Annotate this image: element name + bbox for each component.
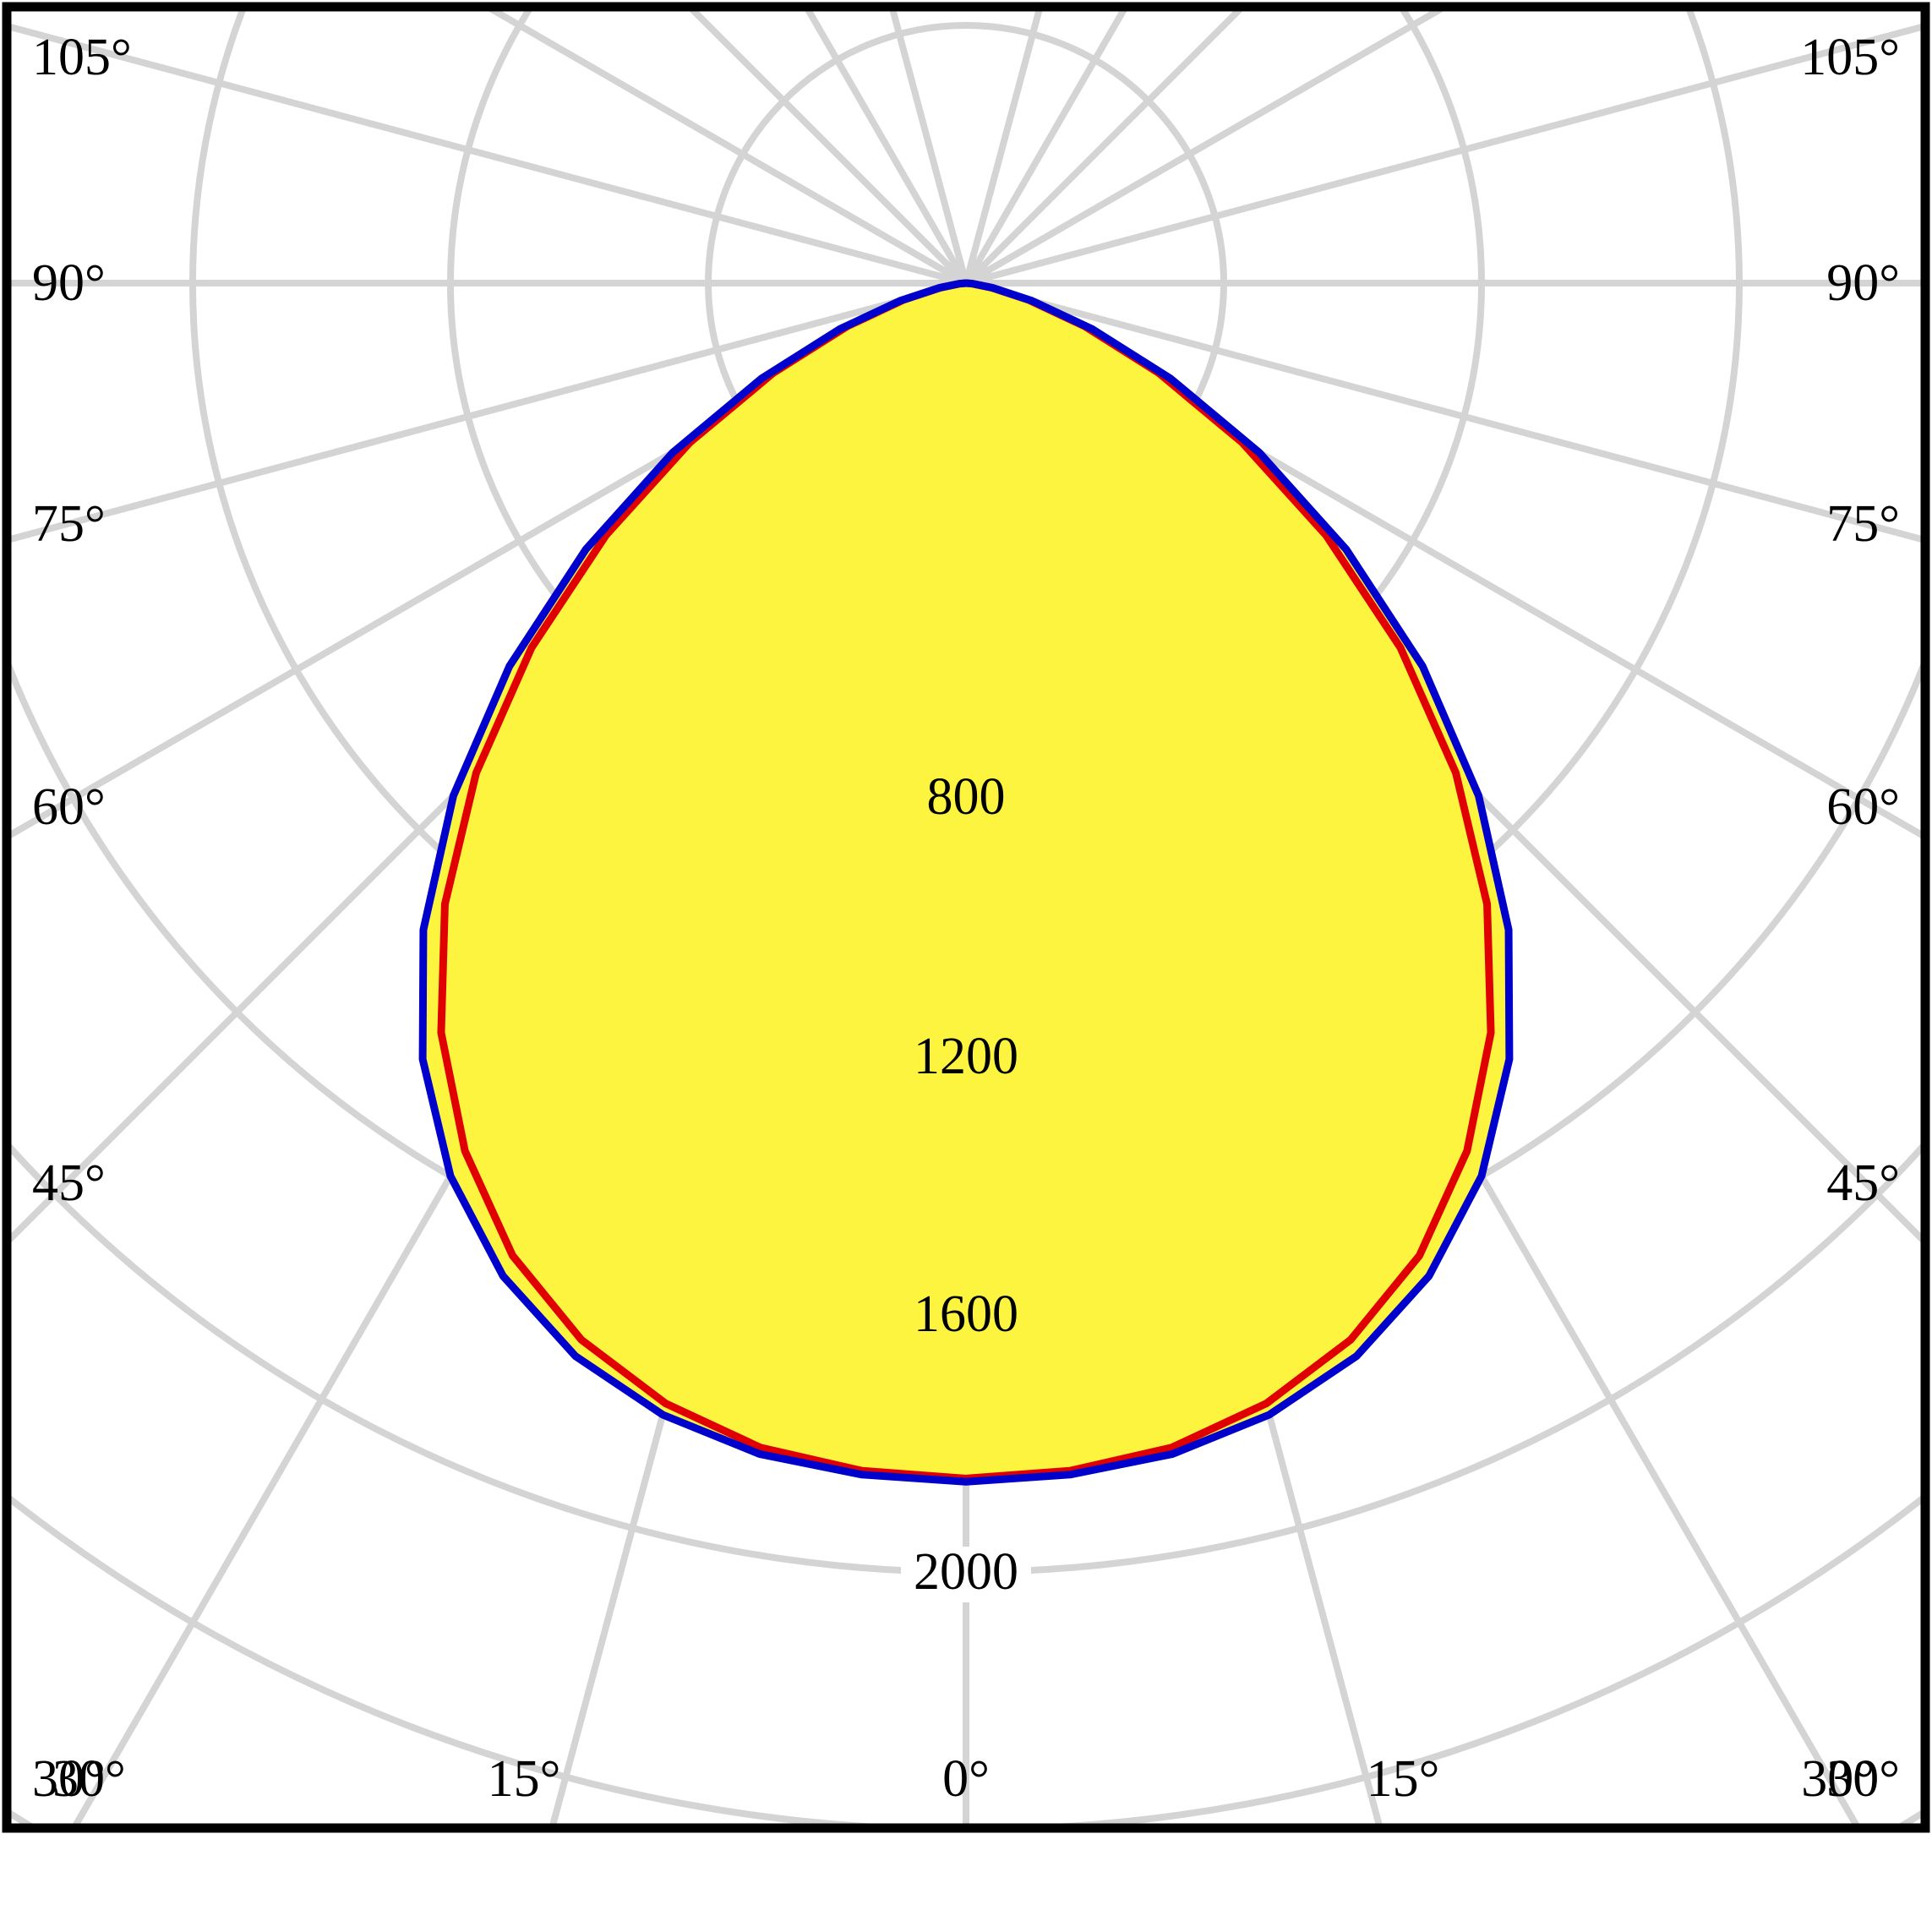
angle-label-bottom: 15°: [488, 1750, 561, 1808]
angle-label-left: 30°: [32, 1750, 106, 1808]
angle-label-left: 105°: [32, 29, 132, 86]
angle-label-left: 90°: [32, 254, 106, 312]
plot-frame-border: [2, 2, 1930, 1833]
angle-label-left: 45°: [32, 1154, 106, 1212]
angle-label-right: 45°: [1826, 1154, 1900, 1212]
radial-tick-label: 1600: [914, 1285, 1018, 1343]
radial-label-backdrop: [901, 1289, 1031, 1345]
angle-label-right: 30°: [1826, 1750, 1900, 1808]
angle-label-bottom: 30°: [1801, 1750, 1875, 1808]
angle-tick-labels: 105°90°75°60°45°30°105°90°75°60°45°30°30…: [32, 29, 1900, 1808]
radial-tick-label: 2000: [914, 1543, 1018, 1601]
distribution-curves: [418, 279, 1514, 1486]
radial-tick-labels: 800 1200 1600 2000: [901, 768, 1031, 1602]
radial-label-backdrop: [901, 1031, 1031, 1087]
radial-tick-label: 800: [927, 768, 1006, 826]
angle-label-left: 60°: [32, 778, 106, 836]
angle-label-left: 75°: [32, 495, 106, 553]
radial-label-backdrop: [915, 772, 1017, 827]
angle-label-right: 75°: [1826, 495, 1900, 553]
angle-label-bottom: 0°: [942, 1750, 990, 1808]
angle-label-right: 60°: [1826, 778, 1900, 836]
radial-label-backdrop: [901, 1547, 1031, 1602]
radial-tick-label: 1200: [914, 1028, 1018, 1085]
angle-label-bottom: 15°: [1367, 1750, 1440, 1808]
angle-label-right: 105°: [1800, 29, 1900, 86]
angle-label-right: 90°: [1826, 254, 1900, 312]
angle-label-bottom: 30°: [52, 1750, 126, 1808]
